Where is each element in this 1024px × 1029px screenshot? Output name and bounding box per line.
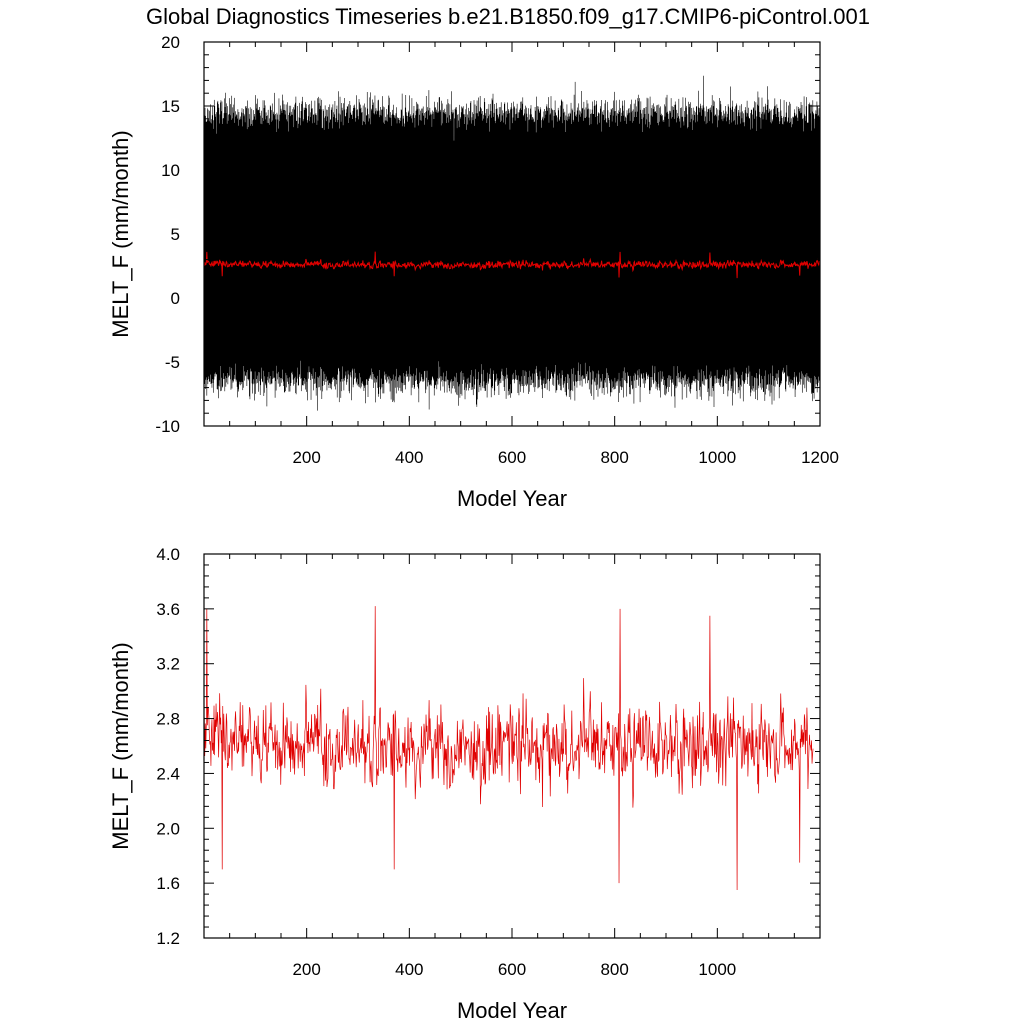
y-tick-label: 20	[161, 33, 180, 52]
y-tick-label: 1.6	[156, 874, 180, 893]
series-annual-line	[204, 251, 820, 279]
y-tick-label: 3.2	[156, 655, 180, 674]
x-tick-label: 200	[292, 960, 320, 979]
x-tick-label: 400	[395, 960, 423, 979]
y-tick-label: 2.4	[156, 764, 180, 783]
x-tick-label: 800	[600, 960, 628, 979]
x-tick-label: 1000	[698, 448, 736, 467]
y-tick-label: 5	[171, 225, 180, 244]
y-tick-label: -10	[155, 417, 180, 436]
x-axis-label: Model Year	[457, 486, 567, 511]
y-tick-label: 10	[161, 161, 180, 180]
y-tick-label: 1.2	[156, 929, 180, 948]
x-axis-label: Model Year	[457, 998, 567, 1023]
plot-area	[204, 606, 814, 891]
plot-area	[204, 75, 820, 411]
y-axis-label: MELT_F (mm/month)	[108, 642, 133, 849]
top-panel: 200 400 600 800 1000 1200 -10 -5 0 5 10 15 20 Model Y…	[108, 33, 839, 511]
bottom-panel: 200 400 600 800 1000 1.2 1.6 2.0 2.4 2.8 3.2 3.6 4.0…	[108, 545, 821, 1023]
series-annual-line	[204, 606, 814, 891]
y-tick-label: 0	[171, 289, 180, 308]
y-tick-label: 3.6	[156, 600, 180, 619]
y-tick-label: 2.8	[156, 710, 180, 729]
y-tick-label: -5	[165, 353, 180, 372]
x-tick-label: 200	[292, 448, 320, 467]
figure-title: Global Diagnostics Timeseries b.e21.B185…	[146, 4, 870, 29]
x-tick-label: 1000	[698, 960, 736, 979]
y-tick-label: 2.0	[156, 819, 180, 838]
y-tick-label: 4.0	[156, 545, 180, 564]
x-tick-label: 600	[498, 960, 526, 979]
series-monthly-line	[204, 75, 820, 411]
x-tick-label: 600	[498, 448, 526, 467]
x-tick-label: 1200	[801, 448, 839, 467]
x-tick-label: 800	[600, 448, 628, 467]
y-tick-label: 15	[161, 97, 180, 116]
y-axis-label: MELT_F (mm/month)	[108, 130, 133, 337]
x-tick-label: 400	[395, 448, 423, 467]
